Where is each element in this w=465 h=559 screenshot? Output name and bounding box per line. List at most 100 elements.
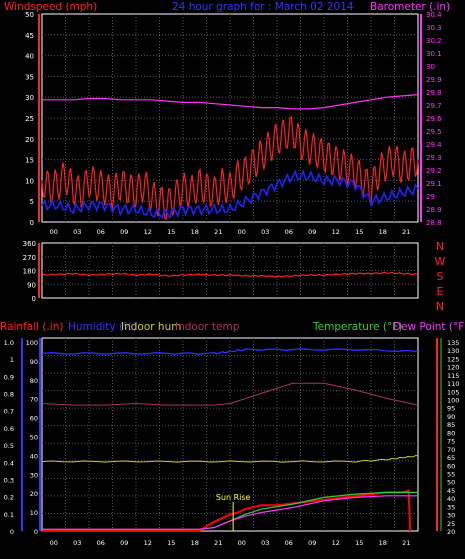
p3-temp-tick: 100: [447, 397, 459, 405]
p1-right-tick: 29.1: [426, 180, 442, 188]
humidity-series: [41, 348, 419, 355]
p1-x-tick: 03: [261, 228, 269, 236]
barometer-label: Barometer (.in): [370, 1, 450, 13]
p3-temp-tick: 35: [447, 503, 455, 511]
p3-temp-tick: 40: [447, 495, 455, 503]
p1-right-tick: 29.2: [426, 167, 442, 175]
p3-rain-tick: 0.6: [4, 425, 14, 433]
p2-left-tick: 360: [23, 240, 36, 248]
p1-left-tick: 20: [25, 136, 34, 144]
p3-temp-tick: 30: [447, 512, 455, 520]
p3-humidity-tick: 100: [26, 339, 38, 347]
p1-right-tick: 29.3: [426, 154, 442, 162]
p3-x-tick: 21: [402, 539, 410, 547]
p3-temp-tick: 90: [447, 413, 455, 421]
p1-x-tick: 00: [238, 228, 246, 236]
p3-x-tick: 00: [50, 539, 58, 547]
p1-x-tick: 15: [167, 228, 175, 236]
p1-x-tick: 12: [144, 228, 152, 236]
p1-right-tick: 30.1: [426, 50, 442, 58]
p1-right-tick: 29.8: [426, 89, 442, 97]
p3-x-tick: 18: [191, 539, 199, 547]
compass-label: N: [436, 240, 444, 253]
dew-point-label: Dew Point (°F): [393, 321, 465, 333]
p3-temp-tick: 135: [447, 339, 459, 347]
p1-left-tick: 35: [25, 73, 34, 81]
p1-right-tick: 30.4: [426, 11, 442, 19]
p3-temp-tick: 85: [447, 421, 455, 429]
p3-x-tick: 03: [73, 539, 81, 547]
p3-humidity-tick: 0: [34, 528, 38, 536]
p1-x-tick: 09: [308, 228, 316, 236]
p3-temp-tick: 125: [447, 355, 459, 363]
p1-left-tick: 25: [25, 115, 34, 123]
p1-right-tick: 29.4: [426, 141, 442, 149]
p3-humidity-tick: 90: [30, 358, 38, 366]
p3-rain-tick: 0.3: [4, 476, 14, 484]
p3-x-tick: 06: [97, 539, 105, 547]
p1-x-tick: 06: [285, 228, 293, 236]
p1-x-tick: 00: [50, 228, 58, 236]
p3-rain-tick: 1.0: [4, 339, 14, 347]
p1-x-tick: 18: [379, 228, 387, 236]
rainfall-label: Rainfall (.in): [0, 321, 63, 333]
p3-temp-tick: 130: [447, 347, 459, 355]
p3-humidity-tick: 80: [30, 377, 38, 385]
p3-temp-tick: 75: [447, 438, 455, 446]
p3-rain-tick: 0.8: [4, 391, 14, 399]
sun-rise-label: Sun Rise: [216, 493, 251, 502]
p3-x-tick: 15: [167, 539, 175, 547]
p3-rain-tick: 0.7: [4, 408, 14, 416]
p3-x-tick: 06: [285, 539, 293, 547]
p3-humidity-tick: 20: [30, 490, 38, 498]
p3-rain-tick: 0.4: [4, 459, 14, 467]
grid-lines: [42, 14, 418, 531]
temperature-label: Temperature (°F): [312, 321, 402, 333]
p1-x-tick: 09: [120, 228, 128, 236]
p3-rain-tick: 0.2: [4, 494, 14, 502]
p3-temp-tick: 110: [447, 380, 459, 388]
p1-left-tick: 10: [25, 177, 34, 185]
p1-left-tick: 40: [25, 53, 34, 61]
p3-x-tick: 12: [332, 539, 340, 547]
wind-direction-series: [41, 271, 419, 278]
compass-label: W: [435, 255, 446, 268]
p3-rain-tick: 0.9: [4, 373, 14, 381]
p3-temp-tick: 70: [447, 446, 455, 454]
indoor-temp-label: Indoor temp: [175, 321, 240, 333]
indoor-hum-label: Indoor hum: [121, 321, 181, 333]
p1-left-tick: 30: [25, 94, 34, 102]
average-windspeed-series: [41, 168, 419, 220]
p1-left-tick: 0: [30, 219, 34, 227]
p1-x-tick: 12: [332, 228, 340, 236]
p1-right-tick: 29: [426, 193, 435, 201]
p3-temp-tick: 45: [447, 487, 455, 495]
p3-temp-tick: 50: [447, 479, 455, 487]
p1-x-tick: 21: [402, 228, 410, 236]
tick-labels: 5045403530252015105030.430.330.230.13029…: [4, 11, 460, 547]
p3-temp-tick: 105: [447, 388, 459, 396]
p1-x-tick: 15: [355, 228, 363, 236]
p2-left-tick: 90: [27, 281, 36, 289]
p3-rain-tick: 0.1: [4, 511, 14, 519]
p3-humidity-tick: 10: [30, 509, 38, 517]
p1-right-tick: 30.2: [426, 37, 442, 45]
p1-left-tick: 50: [25, 11, 34, 19]
indoor-temp-series: [41, 382, 419, 406]
p3-x-tick: 15: [355, 539, 363, 547]
p1-right-tick: 30.3: [426, 24, 442, 32]
p3-temp-tick: 95: [447, 405, 455, 413]
p1-left-tick: 15: [25, 157, 34, 165]
p3-rain-tick: 1: [10, 356, 14, 364]
p1-right-tick: 29.7: [426, 102, 442, 110]
humidity-label: Humidity (%): [68, 321, 137, 333]
dew-point-series: [42, 495, 418, 530]
p3-x-tick: 21: [214, 539, 222, 547]
p3-x-tick: 09: [308, 539, 316, 547]
p1-right-tick: 28.8: [426, 219, 442, 227]
p3-x-tick: 12: [144, 539, 152, 547]
chart-title: 24 hour graph for : March 02 2014: [172, 1, 354, 13]
p1-right-tick: 29.6: [426, 115, 442, 123]
